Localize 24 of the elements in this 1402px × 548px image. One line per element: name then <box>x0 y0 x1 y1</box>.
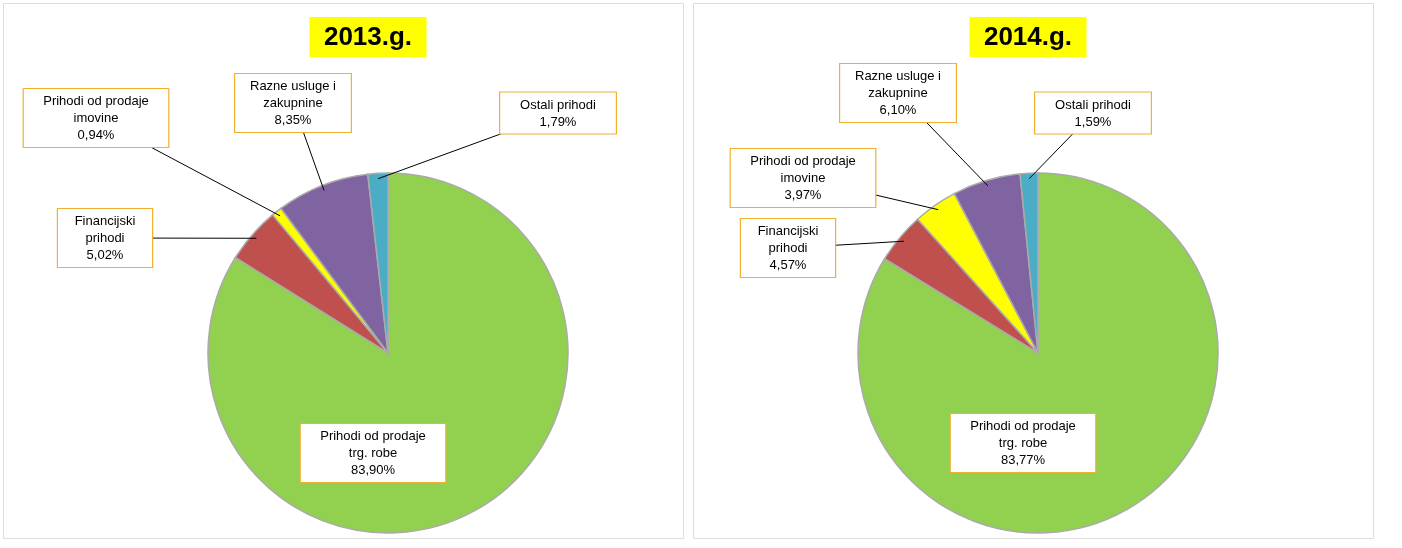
chart-title: 2014.g. <box>983 21 1073 51</box>
data-label: 83,90% <box>350 462 396 477</box>
data-label: 4,57% <box>769 257 807 272</box>
data-label: 3,97% <box>784 187 822 202</box>
data-label: 8,35% <box>274 112 312 127</box>
data-label: 0,94% <box>77 127 115 142</box>
slice-label: Razne usluge i zakupnine <box>250 78 337 110</box>
slice-label: Prihodi od prodaje trg. robe <box>970 418 1076 450</box>
pie-slice <box>207 172 569 534</box>
slice-label: Ostali prihodi <box>1055 96 1132 112</box>
slice-label: Ostali prihodi <box>520 96 597 112</box>
data-label: 1,79% <box>539 113 577 129</box>
slice-label: Razne usluge i zakupnine <box>855 68 942 100</box>
slice-label: Financijski prihodi <box>757 223 819 255</box>
slice-label: Financijski prihodi <box>74 213 136 245</box>
slice-label: Prihodi od prodaje trg. robe <box>320 428 426 460</box>
data-label: 5,02% <box>86 247 124 262</box>
pie-slice <box>857 172 1219 534</box>
slice-label: Prihodi od prodaje imovine <box>43 93 149 125</box>
chart-title: 2013.g. <box>323 21 413 51</box>
data-label: 83,77% <box>1000 452 1046 467</box>
slice-label: Prihodi od prodaje imovine <box>750 153 856 185</box>
data-label: 6,10% <box>879 102 917 117</box>
data-label: 1,59% <box>1074 113 1112 129</box>
